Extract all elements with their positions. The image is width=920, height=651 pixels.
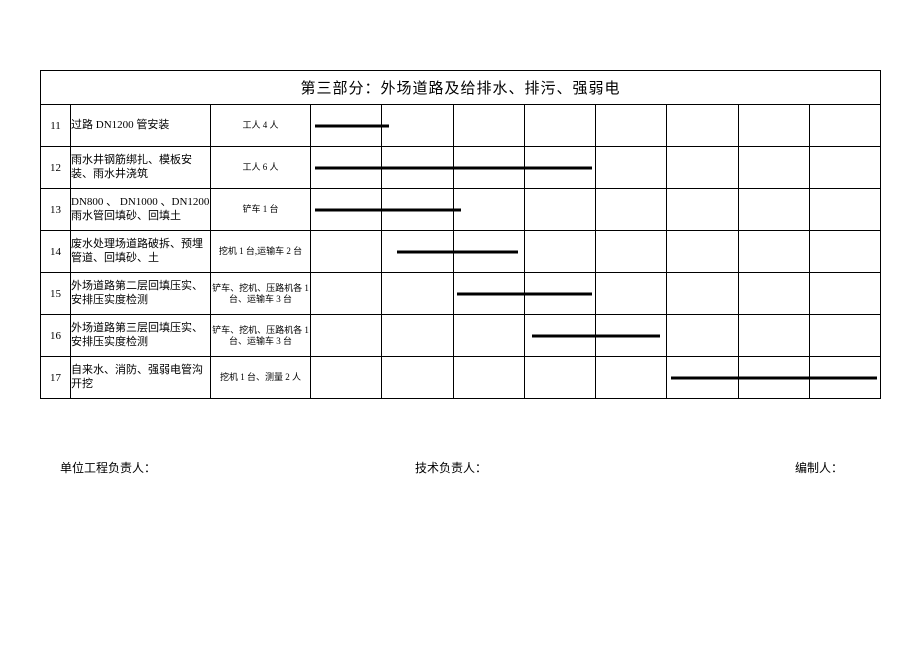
table-title: 第三部分：外场道路及给排水、排污、强弱电 <box>41 71 881 105</box>
day-cell <box>382 147 453 189</box>
row-description: 废水处理场道路破拆、预埋管道、回填砂、土 <box>71 231 211 273</box>
row-description: 雨水井钢筋绑扎、模板安装、雨水井浇筑 <box>71 147 211 189</box>
day-cell <box>738 315 809 357</box>
day-cell <box>311 105 382 147</box>
day-cell <box>453 273 524 315</box>
row-resource: 挖机 1 台、测量 2 人 <box>211 357 311 399</box>
row-number: 12 <box>41 147 71 189</box>
table-row: 11过路 DN1200 管安装工人 4 人 <box>41 105 881 147</box>
day-cell <box>738 231 809 273</box>
day-cell <box>809 315 880 357</box>
day-cell <box>524 231 595 273</box>
table-row: 12雨水井钢筋绑扎、模板安装、雨水井浇筑工人 6 人 <box>41 147 881 189</box>
day-cell <box>667 189 738 231</box>
row-number: 17 <box>41 357 71 399</box>
table-row: 15外场道路第二层回填压实、安排压实度检测铲车、挖机、压路机各 1 台、运输车 … <box>41 273 881 315</box>
day-cell <box>453 357 524 399</box>
day-cell <box>667 273 738 315</box>
day-cell <box>809 189 880 231</box>
day-cell <box>596 273 667 315</box>
day-cell <box>667 231 738 273</box>
day-cell <box>524 105 595 147</box>
day-cell <box>382 357 453 399</box>
row-number: 11 <box>41 105 71 147</box>
day-cell <box>524 273 595 315</box>
day-cell <box>596 147 667 189</box>
sig-unit-engineer: 单位工程负责人： <box>60 459 415 476</box>
day-cell <box>382 231 453 273</box>
row-number: 15 <box>41 273 71 315</box>
day-cell <box>809 147 880 189</box>
day-cell <box>809 231 880 273</box>
day-cell <box>596 189 667 231</box>
day-cell <box>524 147 595 189</box>
day-cell <box>453 147 524 189</box>
row-description: 自来水、消防、强弱电管沟开挖 <box>71 357 211 399</box>
day-cell <box>311 147 382 189</box>
table-row: 16外场道路第三层回填压实、安排压实度检测铲车、挖机、压路机各 1 台、运输车 … <box>41 315 881 357</box>
row-resource: 挖机 1 台,运输车 2 台 <box>211 231 311 273</box>
day-cell <box>524 357 595 399</box>
row-number: 16 <box>41 315 71 357</box>
day-cell <box>667 147 738 189</box>
day-cell <box>809 357 880 399</box>
day-cell <box>311 231 382 273</box>
row-number: 14 <box>41 231 71 273</box>
day-cell <box>382 105 453 147</box>
day-cell <box>453 189 524 231</box>
sig-tech-lead: 技术负责人： <box>415 459 795 476</box>
table-row: 13DN800 、 DN1000 、DN1200 雨水管回填砂、回填土铲车 1 … <box>41 189 881 231</box>
day-cell <box>311 357 382 399</box>
day-cell <box>738 273 809 315</box>
row-resource: 工人 4 人 <box>211 105 311 147</box>
row-description: DN800 、 DN1000 、DN1200 雨水管回填砂、回填土 <box>71 189 211 231</box>
day-cell <box>453 315 524 357</box>
day-cell <box>809 105 880 147</box>
day-cell <box>311 315 382 357</box>
sig-author: 编制人： <box>795 459 843 476</box>
day-cell <box>596 105 667 147</box>
day-cell <box>738 105 809 147</box>
day-cell <box>596 231 667 273</box>
row-number: 13 <box>41 189 71 231</box>
row-description: 过路 DN1200 管安装 <box>71 105 211 147</box>
row-resource: 铲车 1 台 <box>211 189 311 231</box>
row-resource: 铲车、挖机、压路机各 1 台、运输车 3 台 <box>211 315 311 357</box>
day-cell <box>667 315 738 357</box>
table-row: 14废水处理场道路破拆、预埋管道、回填砂、土挖机 1 台,运输车 2 台 <box>41 231 881 273</box>
day-cell <box>738 357 809 399</box>
gantt-bar <box>315 124 390 127</box>
day-cell <box>453 105 524 147</box>
gantt-table: 第三部分：外场道路及给排水、排污、强弱电 11过路 DN1200 管安装工人 4… <box>40 70 881 399</box>
day-cell <box>311 273 382 315</box>
table-row: 17自来水、消防、强弱电管沟开挖挖机 1 台、测量 2 人 <box>41 357 881 399</box>
day-cell <box>738 189 809 231</box>
day-cell <box>524 315 595 357</box>
day-cell <box>382 273 453 315</box>
day-cell <box>596 315 667 357</box>
day-cell <box>382 315 453 357</box>
row-resource: 工人 6 人 <box>211 147 311 189</box>
signature-footer: 单位工程负责人： 技术负责人： 编制人： <box>40 459 880 476</box>
day-cell <box>311 189 382 231</box>
day-cell <box>667 105 738 147</box>
row-description: 外场道路第三层回填压实、安排压实度检测 <box>71 315 211 357</box>
day-cell <box>524 189 595 231</box>
row-resource: 铲车、挖机、压路机各 1 台、运输车 3 台 <box>211 273 311 315</box>
day-cell <box>738 147 809 189</box>
day-cell <box>382 189 453 231</box>
day-cell <box>453 231 524 273</box>
row-description: 外场道路第二层回填压实、安排压实度检测 <box>71 273 211 315</box>
day-cell <box>596 357 667 399</box>
day-cell <box>809 273 880 315</box>
day-cell <box>667 357 738 399</box>
